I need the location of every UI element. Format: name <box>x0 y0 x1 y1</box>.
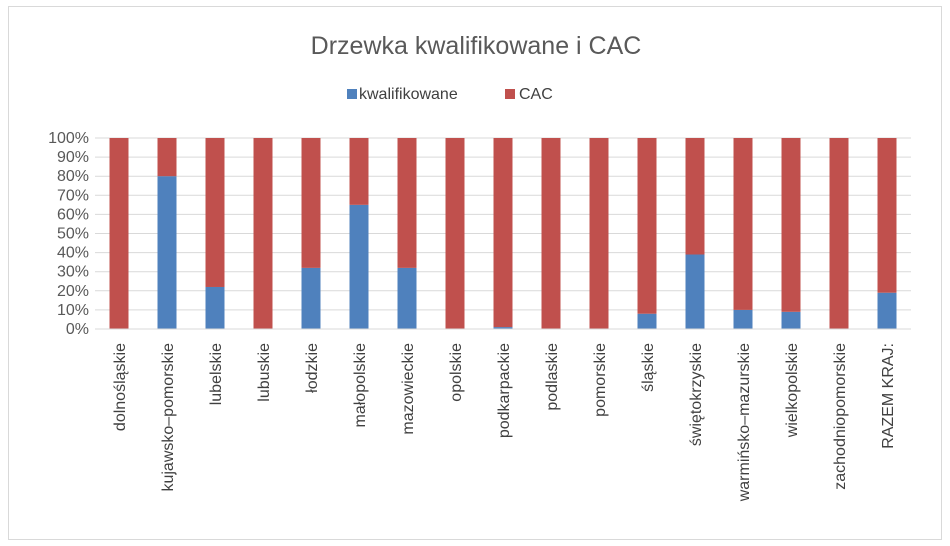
y-tick-label: 60% <box>57 206 89 223</box>
bar-cac <box>349 138 369 205</box>
bar-kwalifikowane <box>733 309 753 329</box>
x-tick-label: lubelskie <box>208 343 225 405</box>
bar-cac <box>205 138 225 287</box>
bars <box>109 138 897 329</box>
y-tick-label: 90% <box>57 149 89 166</box>
y-tick-label: 100% <box>48 130 89 147</box>
x-tick-label: warmińsko–mazurskie <box>736 343 753 502</box>
x-tick-label: zachodniopomorskie <box>832 343 849 490</box>
bar-kwalifikowane <box>877 292 897 329</box>
bar-kwalifikowane <box>781 311 801 329</box>
y-tick-label: 20% <box>57 283 89 300</box>
bar-cac <box>301 138 321 268</box>
x-axis: dolnośląskie kujawsko–pomorskie lubelskie l… <box>95 328 911 502</box>
y-tick-label: 40% <box>57 245 89 262</box>
bar-cac <box>829 138 849 329</box>
legend-swatch-cac <box>505 89 515 99</box>
x-tick-label: wielkopolskie <box>784 343 801 438</box>
y-tick-label: 80% <box>57 168 89 185</box>
bar-cac <box>733 138 753 310</box>
x-tick-label: mazowieckie <box>400 343 417 435</box>
legend-label-kwalifikowane: kwalifikowane <box>359 86 458 103</box>
bar-cac <box>877 138 897 293</box>
x-tick-label: opolskie <box>448 343 465 402</box>
y-tick-label: 10% <box>57 302 89 319</box>
bar-kwalifikowane <box>493 327 513 329</box>
x-tick-label: dolnośląskie <box>112 343 129 431</box>
bar-cac <box>493 138 513 328</box>
bar-cac <box>541 138 561 329</box>
chart-frame: Drzewka kwalifikowane i CAC kwalifikowan… <box>8 6 942 540</box>
y-tick-label: 30% <box>57 264 89 281</box>
bar-cac <box>445 138 465 329</box>
bar-kwalifikowane <box>397 267 417 329</box>
bar-cac <box>589 138 609 329</box>
stacked-bar-chart: Drzewka kwalifikowane i CAC kwalifikowan… <box>48 32 911 502</box>
x-tick-label: pomorskie <box>592 343 609 417</box>
bar-cac <box>253 138 273 329</box>
bar-cac <box>781 138 801 312</box>
y-axis: 0% 10% 20% 30% 40% 50% 60% 70% 80% 90% 100% <box>48 130 89 338</box>
y-tick-label: 0% <box>66 321 89 338</box>
y-tick-label: 70% <box>57 187 89 204</box>
x-tick-label: śląskie <box>640 343 657 392</box>
bar-cac <box>109 138 129 329</box>
y-tick-label: 50% <box>57 226 89 243</box>
bar-cac <box>157 138 177 177</box>
legend-label-cac: CAC <box>519 86 553 103</box>
legend-swatch-kwalifikowane <box>347 89 357 99</box>
x-tick-label: łodzkie <box>304 343 321 393</box>
x-tick-label: małopolskie <box>352 343 369 428</box>
chart-title: Drzewka kwalifikowane i CAC <box>311 32 642 60</box>
x-tick-label: lubuskie <box>256 343 273 402</box>
bar-kwalifikowane <box>685 254 705 329</box>
bar-kwalifikowane <box>205 286 225 329</box>
bar-kwalifikowane <box>301 267 321 329</box>
x-tick-label: podlaskie <box>544 343 561 411</box>
bar-cac <box>397 138 417 268</box>
bar-cac <box>637 138 657 314</box>
bar-cac <box>685 138 705 255</box>
x-tick-label: świętokrzyskie <box>688 343 705 446</box>
x-tick-label: RAZEM KRAJ: <box>880 343 897 449</box>
bar-kwalifikowane <box>637 313 657 329</box>
bar-kwalifikowane <box>349 204 369 329</box>
x-tick-label: podkarpackie <box>496 343 513 438</box>
legend: kwalifikowane CAC <box>347 86 553 103</box>
x-tick-label: kujawsko–pomorskie <box>160 343 177 492</box>
bar-kwalifikowane <box>157 176 177 329</box>
